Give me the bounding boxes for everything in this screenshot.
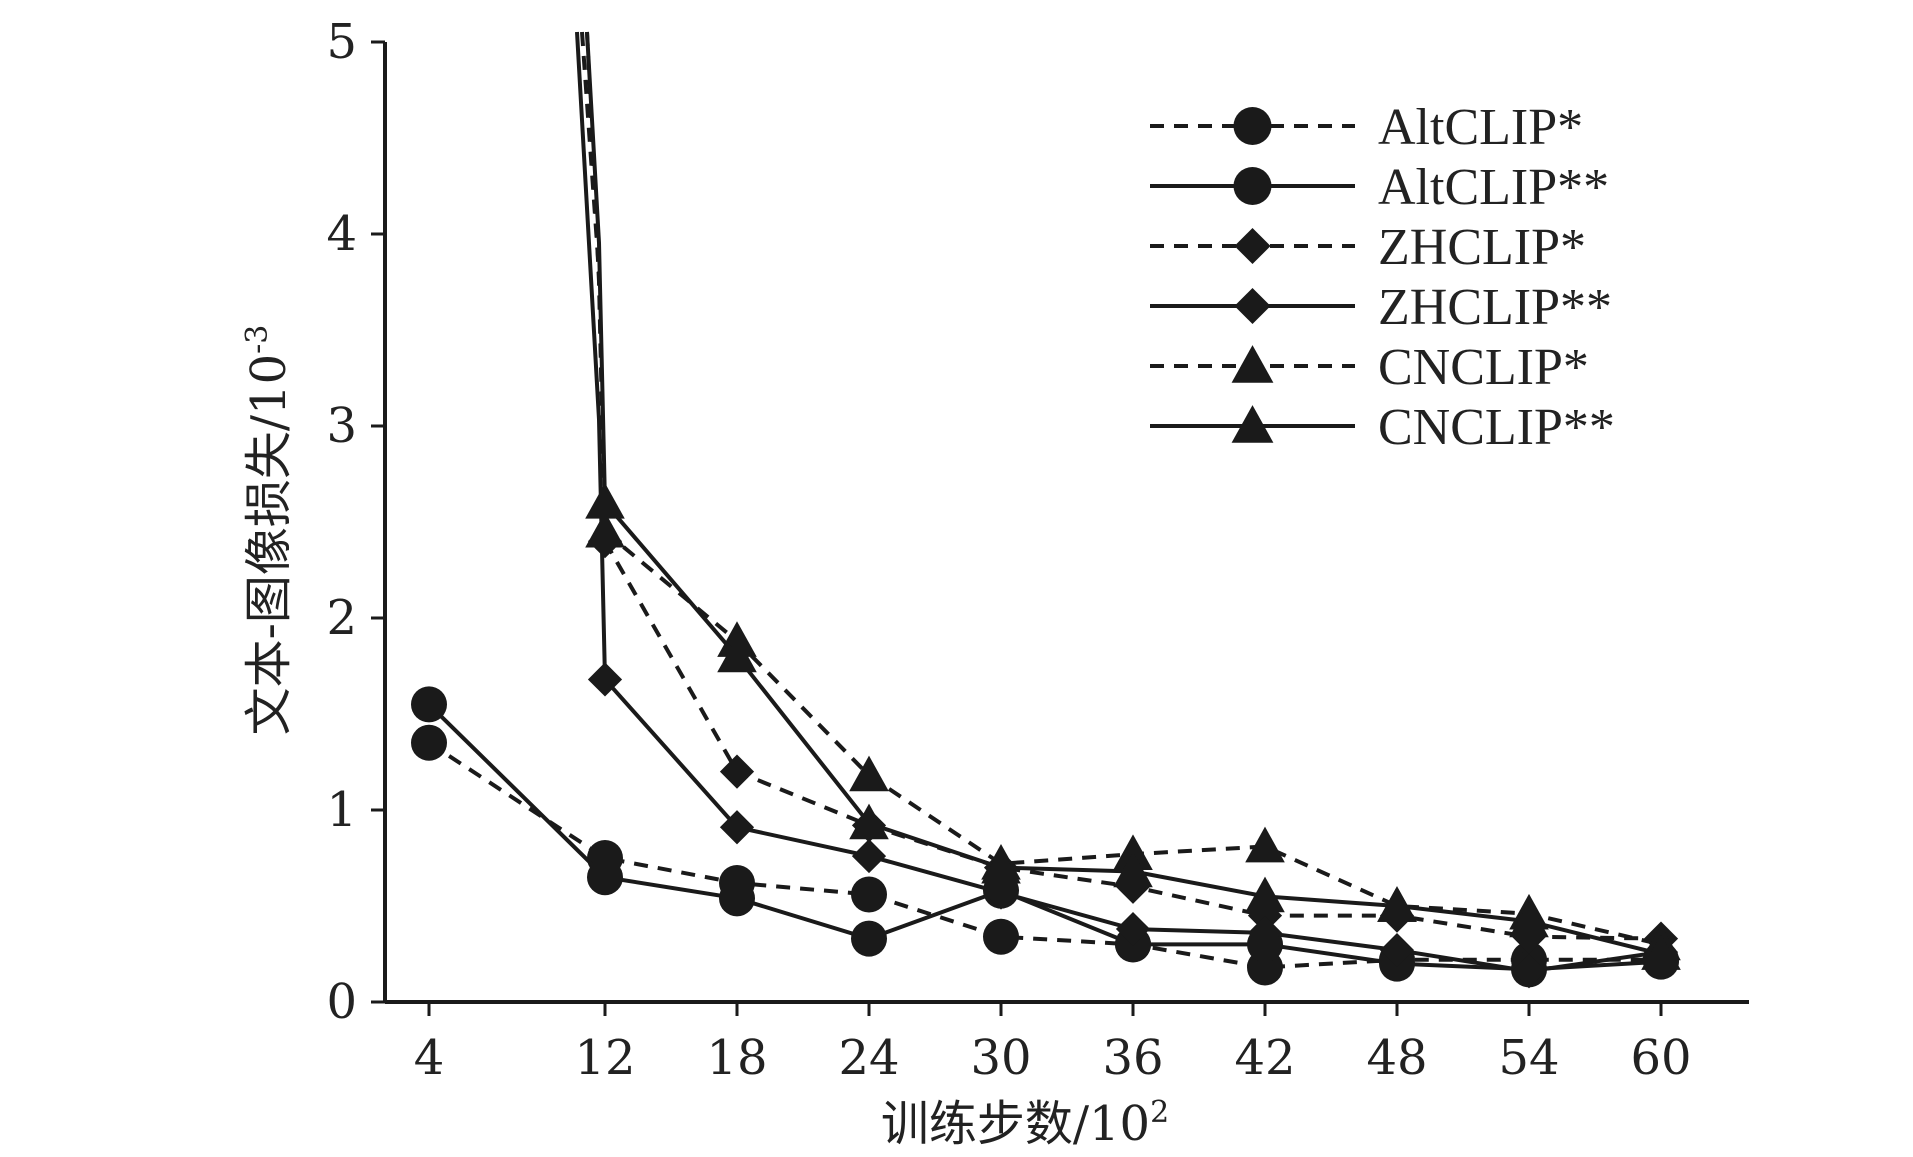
data-point (411, 686, 447, 723)
x-tick-label: 4 (414, 1030, 445, 1086)
data-point (849, 803, 889, 840)
legend-label: ZHCLIP** (1378, 279, 1612, 336)
data-point (1245, 876, 1285, 913)
legend-item: AltCLIP* (1150, 99, 1583, 156)
legend-marker (1233, 167, 1272, 205)
legend-label: CNCLIP* (1378, 339, 1589, 396)
data-point (1113, 851, 1153, 888)
x-tick-label: 24 (838, 1030, 899, 1086)
data-point (1377, 886, 1417, 922)
series-AltCLIP* (411, 724, 1679, 986)
y-axis-label: 文本-图像损失/10-3 (240, 325, 297, 736)
y-tick-label: 0 (326, 974, 357, 1030)
x-tick-label: 36 (1102, 1030, 1163, 1086)
data-point (719, 754, 755, 789)
legend: AltCLIP*AltCLIP**ZHCLIP*ZHCLIP**CNCLIP*C… (1150, 99, 1615, 456)
series-AltCLIP** (411, 686, 1679, 988)
legend-item: CNCLIP* (1150, 339, 1589, 396)
series-CNCLIP** (585, 31, 1681, 970)
data-point (851, 838, 887, 874)
data-point (1511, 954, 1547, 989)
series-line (427, 702, 1662, 972)
legend-label: AltCLIP** (1378, 159, 1609, 216)
data-point (983, 875, 1019, 910)
data-point (1641, 934, 1681, 970)
x-tick-label: 54 (1498, 1030, 1559, 1086)
legend-item: AltCLIP** (1150, 159, 1609, 216)
series-entry-line (585, 31, 607, 503)
legend-label: ZHCLIP* (1378, 219, 1586, 276)
data-point (983, 918, 1019, 955)
data-point (719, 880, 755, 917)
legend-item: ZHCLIP** (1150, 279, 1612, 336)
x-axis-label: 训练步数/102 (881, 1095, 1169, 1152)
y-tick-label: 5 (326, 14, 357, 70)
data-point (1509, 901, 1549, 938)
legend-marker (1233, 107, 1272, 145)
data-point (411, 724, 447, 761)
legend-marker (1234, 227, 1271, 265)
legend-label: CNCLIP** (1378, 399, 1615, 456)
legend-item: CNCLIP** (1150, 399, 1615, 456)
data-point (851, 876, 887, 913)
data-point (585, 483, 625, 519)
series-entry-line (575, 31, 607, 680)
data-point (1115, 911, 1151, 947)
data-point (1245, 826, 1285, 863)
x-tick-label: 30 (970, 1030, 1031, 1086)
data-point (1379, 933, 1415, 968)
x-tick-label: 60 (1630, 1030, 1691, 1086)
legend-marker (1231, 405, 1274, 443)
data-point (585, 511, 625, 548)
x-tick-label: 12 (574, 1030, 635, 1086)
legend-label: AltCLIP* (1378, 99, 1583, 156)
data-point (587, 859, 623, 896)
y-tick-label: 3 (326, 398, 357, 454)
legend-marker (1231, 345, 1274, 383)
x-tick-label: 18 (706, 1030, 767, 1086)
y-tick-label: 2 (326, 590, 357, 646)
data-point (717, 636, 757, 673)
data-point (981, 847, 1021, 884)
data-point (1247, 898, 1283, 933)
data-point (849, 755, 889, 792)
data-point (719, 810, 755, 845)
legend-item: ZHCLIP* (1150, 219, 1586, 276)
data-point (851, 920, 887, 957)
legend-marker (1234, 287, 1271, 325)
x-tick-label: 42 (1234, 1030, 1295, 1086)
data-point (1247, 915, 1283, 950)
x-tick-label: 48 (1366, 1030, 1427, 1086)
data-point (587, 662, 623, 697)
y-tick-label: 1 (326, 782, 357, 838)
series-ZHCLIP** (575, 31, 1679, 989)
y-tick-label: 4 (326, 206, 357, 262)
series-layer (411, 31, 1681, 989)
